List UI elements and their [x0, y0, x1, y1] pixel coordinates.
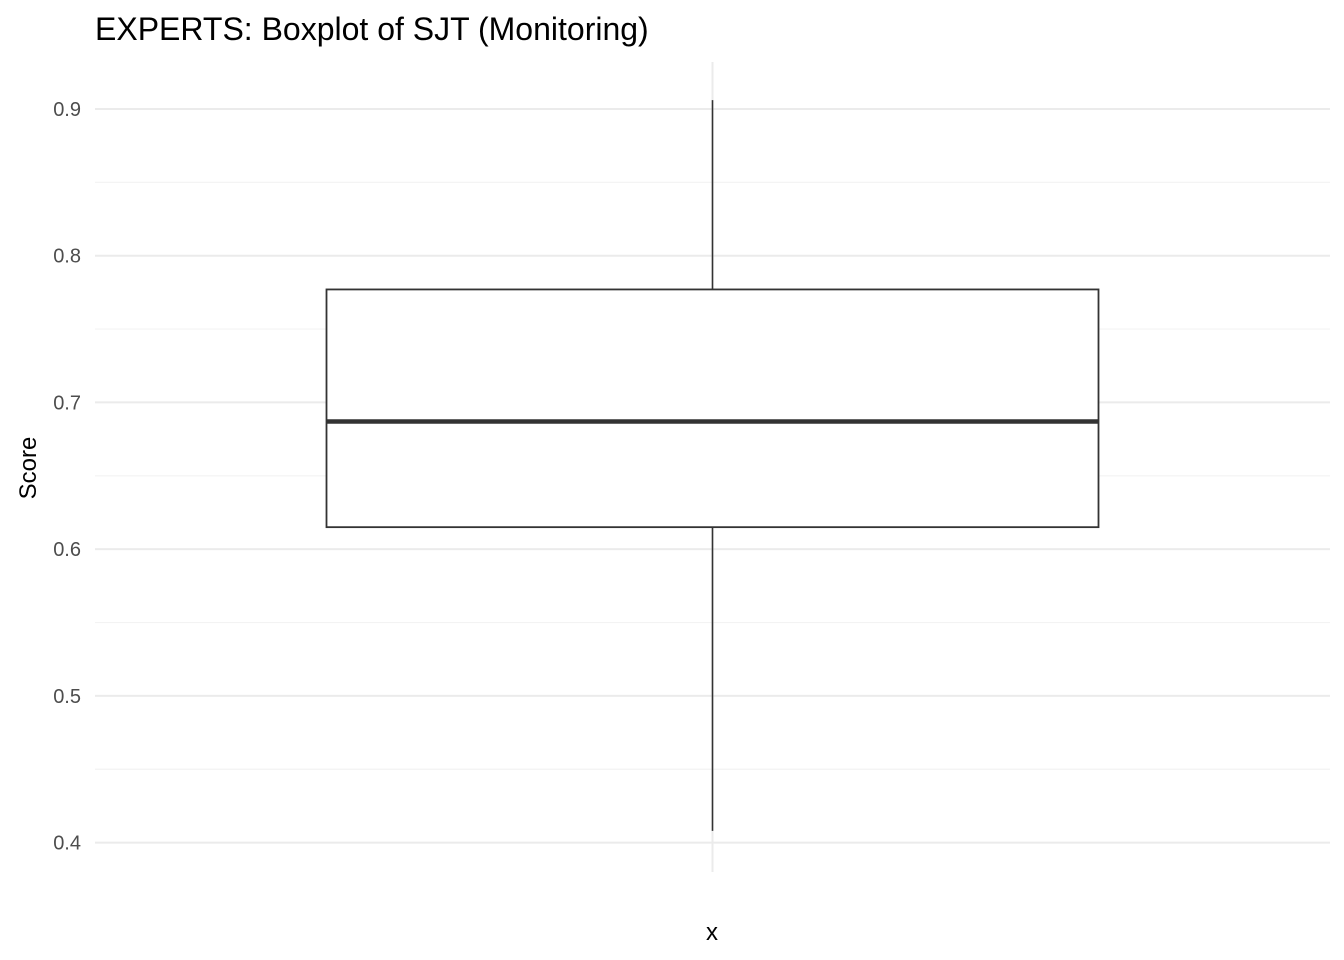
iqr-box: [325, 288, 1100, 529]
y-axis-label: Score: [15, 437, 42, 500]
chart-title: EXPERTS: Boxplot of SJT (Monitoring): [95, 11, 649, 47]
y-axis-ticks: 0.4 0.5 0.6 0.7 0.8 0.9: [53, 99, 81, 855]
y-tick-label: 0.8: [53, 246, 81, 268]
y-tick-label: 0.4: [53, 833, 81, 855]
x-axis-label: x: [706, 919, 718, 946]
y-tick-label: 0.9: [53, 99, 81, 121]
box-group: [325, 100, 1100, 831]
y-tick-label: 0.6: [53, 539, 81, 561]
y-tick-label: 0.5: [53, 686, 81, 708]
y-tick-label: 0.7: [53, 392, 81, 414]
